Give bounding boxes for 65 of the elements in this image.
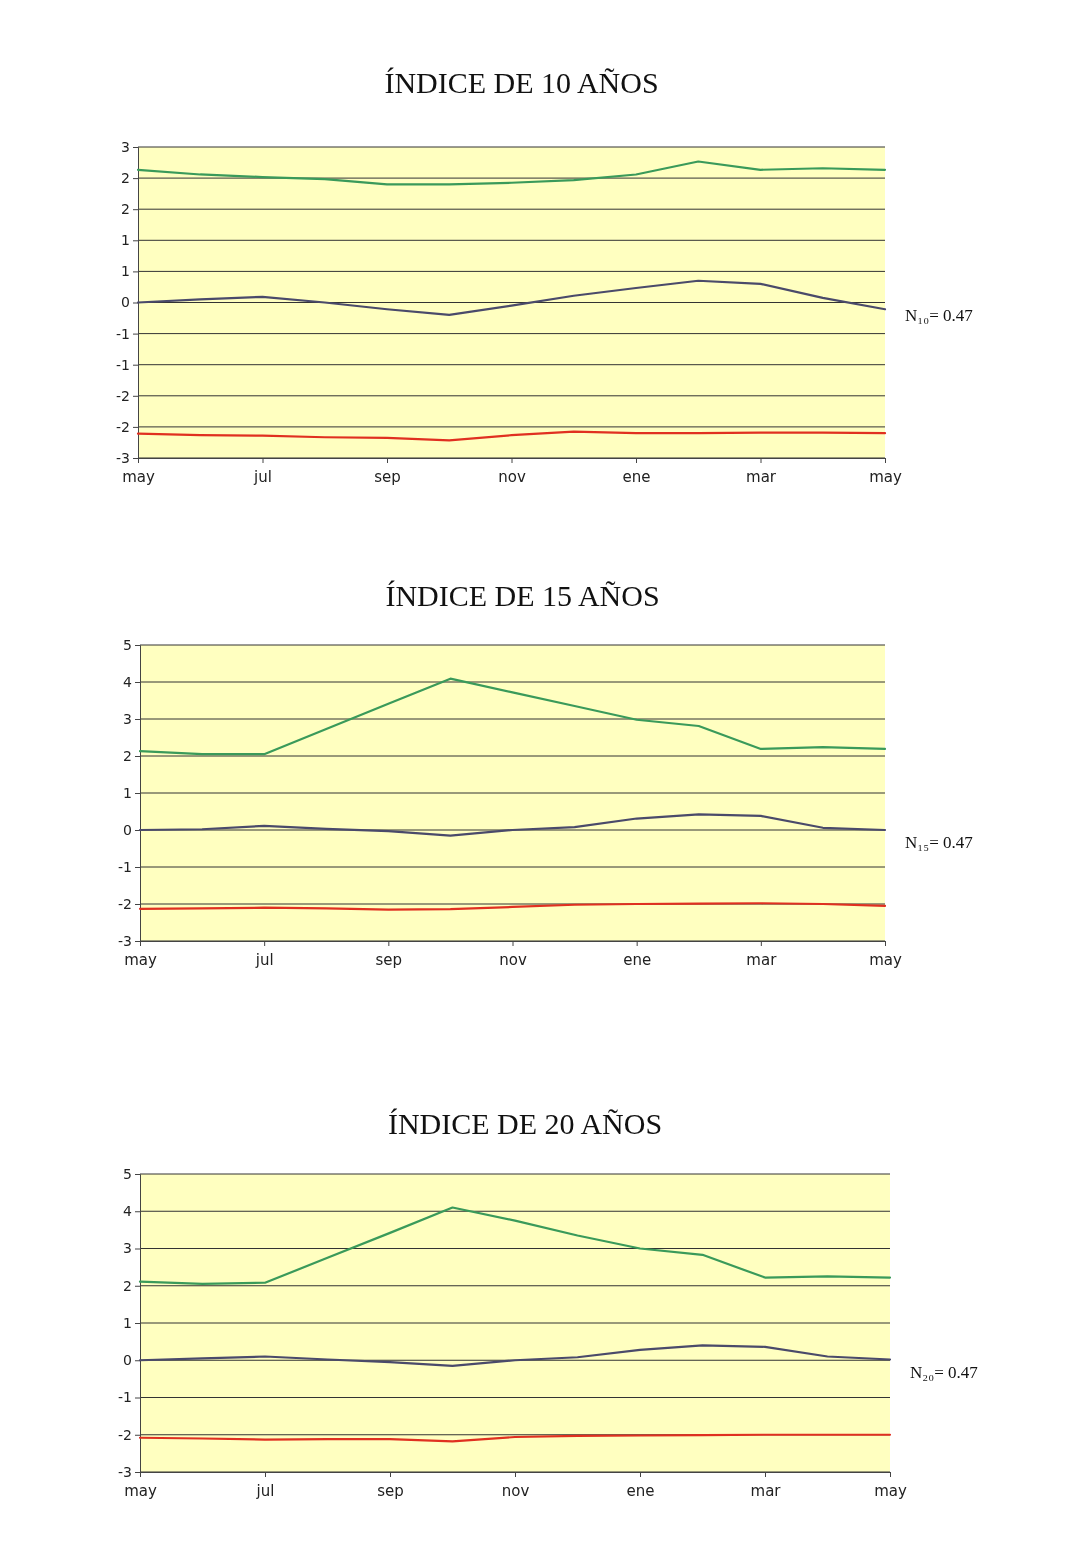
line-series bbox=[136, 160, 887, 186]
line-series bbox=[136, 430, 887, 442]
y-tick-label: -2 bbox=[118, 1426, 132, 1443]
x-tick-label: nov bbox=[501, 1481, 530, 1500]
x-tick-label: mar bbox=[750, 1481, 782, 1500]
text: N₁₅= 0.47 bbox=[905, 833, 974, 852]
y-tick-label: 3 bbox=[123, 710, 132, 727]
y-tick-label: -2 bbox=[118, 895, 132, 912]
x-tick-label: may bbox=[122, 467, 155, 486]
x-tick-label: sep bbox=[375, 950, 403, 969]
line-series bbox=[138, 1206, 892, 1285]
text: N₁₀= 0.47 bbox=[905, 305, 974, 325]
y-tick-label: -2 bbox=[116, 387, 130, 404]
x-tick-label: may bbox=[874, 1481, 907, 1500]
x-tick-label: ene bbox=[622, 467, 651, 486]
y-tick-label: -3 bbox=[118, 932, 132, 949]
x-tick-label: may bbox=[869, 950, 902, 969]
line-series bbox=[138, 1433, 892, 1443]
x-tick-label: jul bbox=[253, 467, 272, 486]
line-series bbox=[138, 677, 887, 756]
y-tick-label: 1 bbox=[123, 784, 132, 801]
line-series bbox=[138, 813, 887, 837]
y-tick-label: 2 bbox=[123, 1277, 132, 1294]
x-tick-label: ene bbox=[623, 950, 652, 969]
x-tick-label: mar bbox=[746, 467, 777, 486]
y-tick-label: 2 bbox=[121, 201, 130, 218]
x-tick-label: nov bbox=[499, 950, 527, 969]
y-tick-label: 3 bbox=[121, 138, 130, 155]
y-tick-label: 2 bbox=[121, 170, 130, 187]
y-tick-label: 1 bbox=[121, 263, 130, 280]
y-tick-label: -3 bbox=[118, 1463, 132, 1480]
x-tick-label: sep bbox=[377, 1481, 404, 1500]
line-series bbox=[136, 279, 887, 317]
y-tick-label: -1 bbox=[116, 325, 130, 342]
y-tick-label: 0 bbox=[123, 821, 132, 838]
y-tick-label: 5 bbox=[123, 636, 132, 653]
x-tick-label: jul bbox=[254, 950, 274, 969]
line-series bbox=[138, 1344, 892, 1367]
line-series bbox=[138, 902, 887, 911]
x-tick-label: may bbox=[869, 467, 902, 486]
y-tick-label: 2 bbox=[123, 747, 132, 764]
chart-title: ÍNDICE DE 10 AÑOS bbox=[384, 66, 659, 99]
x-tick-label: sep bbox=[374, 467, 401, 486]
y-tick-label: -3 bbox=[116, 449, 130, 466]
y-tick-label: -1 bbox=[118, 1389, 132, 1406]
x-tick-label: jul bbox=[255, 1481, 275, 1500]
chart-title: ÍNDICE DE 20 AÑOS bbox=[387, 1107, 663, 1140]
y-tick-label: 0 bbox=[123, 1352, 132, 1369]
y-tick-label: 0 bbox=[121, 294, 130, 311]
x-tick-label: ene bbox=[626, 1481, 655, 1500]
chart-title: ÍNDICE DE 15 AÑOS bbox=[385, 579, 660, 612]
text: N₂₀= 0.47 bbox=[910, 1363, 979, 1383]
x-tick-label: mar bbox=[746, 950, 778, 969]
y-tick-label: 4 bbox=[123, 673, 133, 690]
y-tick-label: 4 bbox=[123, 1203, 133, 1220]
y-tick-label: -1 bbox=[118, 858, 132, 875]
y-tick-label: 5 bbox=[123, 1165, 132, 1182]
y-tick-label: 1 bbox=[123, 1314, 132, 1331]
y-tick-label: -2 bbox=[116, 418, 130, 435]
y-tick-label: 1 bbox=[121, 232, 130, 249]
x-tick-label: nov bbox=[498, 467, 526, 486]
x-tick-label: may bbox=[124, 1481, 157, 1500]
x-tick-label: may bbox=[124, 950, 157, 969]
y-tick-label: -1 bbox=[116, 356, 130, 373]
y-tick-label: 3 bbox=[123, 1240, 132, 1257]
